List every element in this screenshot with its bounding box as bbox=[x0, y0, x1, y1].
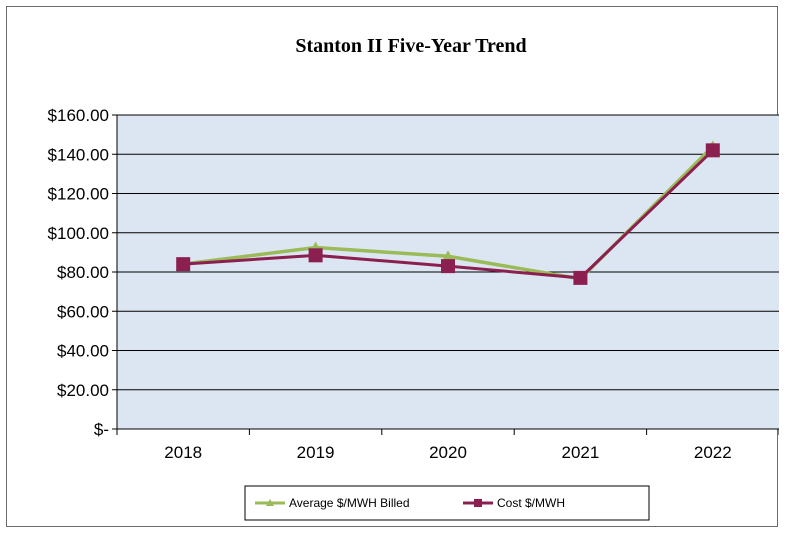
chart-frame: Stanton II Five-Year Trend $- $20.00 $40.0… bbox=[6, 6, 779, 527]
y-axis-ticks: $- $20.00 $40.00 $60.00 $80.00 $100.00 $120.00… bbox=[48, 106, 117, 439]
data-point bbox=[176, 257, 191, 272]
data-point bbox=[442, 250, 454, 262]
chart-title: Stanton II Five-Year Trend bbox=[295, 35, 526, 57]
grid-lines bbox=[117, 114, 779, 391]
y-tick-label: $140.00 bbox=[48, 145, 109, 164]
y-tick-label: $60.00 bbox=[57, 302, 109, 321]
data-point bbox=[705, 143, 720, 158]
legend-label: Average $/MWH Billed bbox=[289, 496, 410, 510]
y-tick-label: $40.00 bbox=[57, 342, 109, 361]
x-tick-label: 2020 bbox=[429, 443, 467, 462]
x-tick-label: 2018 bbox=[164, 443, 202, 462]
legend-marker bbox=[266, 499, 274, 506]
data-point bbox=[308, 248, 323, 263]
y-tick-label: $100.00 bbox=[48, 224, 109, 243]
legend-marker bbox=[474, 499, 482, 507]
legend-box bbox=[244, 485, 650, 521]
line-chart: Stanton II Five-Year Trend $- $20.00 $40.0… bbox=[48, 35, 779, 521]
data-point bbox=[573, 270, 588, 285]
y-tick-label: $- bbox=[94, 420, 109, 439]
y-tick-label: $80.00 bbox=[57, 263, 109, 282]
x-axis-ticks: 2018 2019 2020 2021 2022 bbox=[116, 429, 779, 462]
data-point bbox=[441, 259, 455, 274]
series-lines bbox=[176, 140, 720, 285]
legend-label: Cost $/MWH bbox=[497, 496, 565, 510]
y-tick-label: $120.00 bbox=[48, 185, 109, 204]
legend: Average $/MWH Billed Cost $/MWH bbox=[244, 485, 650, 521]
y-tick-label: $160.00 bbox=[48, 106, 109, 125]
x-tick-label: 2022 bbox=[694, 443, 732, 462]
x-tick-label: 2019 bbox=[297, 443, 335, 462]
x-tick-label: 2021 bbox=[561, 443, 599, 462]
y-tick-label: $20.00 bbox=[57, 381, 109, 400]
